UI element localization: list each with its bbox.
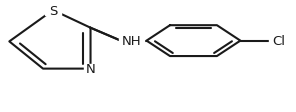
Bar [119,36,144,46]
Bar [269,36,288,46]
Text: S: S [49,5,57,17]
Text: Cl: Cl [272,35,285,48]
Bar [84,64,97,74]
Bar [45,6,61,16]
Text: N: N [86,63,95,75]
Text: NH: NH [122,35,142,48]
